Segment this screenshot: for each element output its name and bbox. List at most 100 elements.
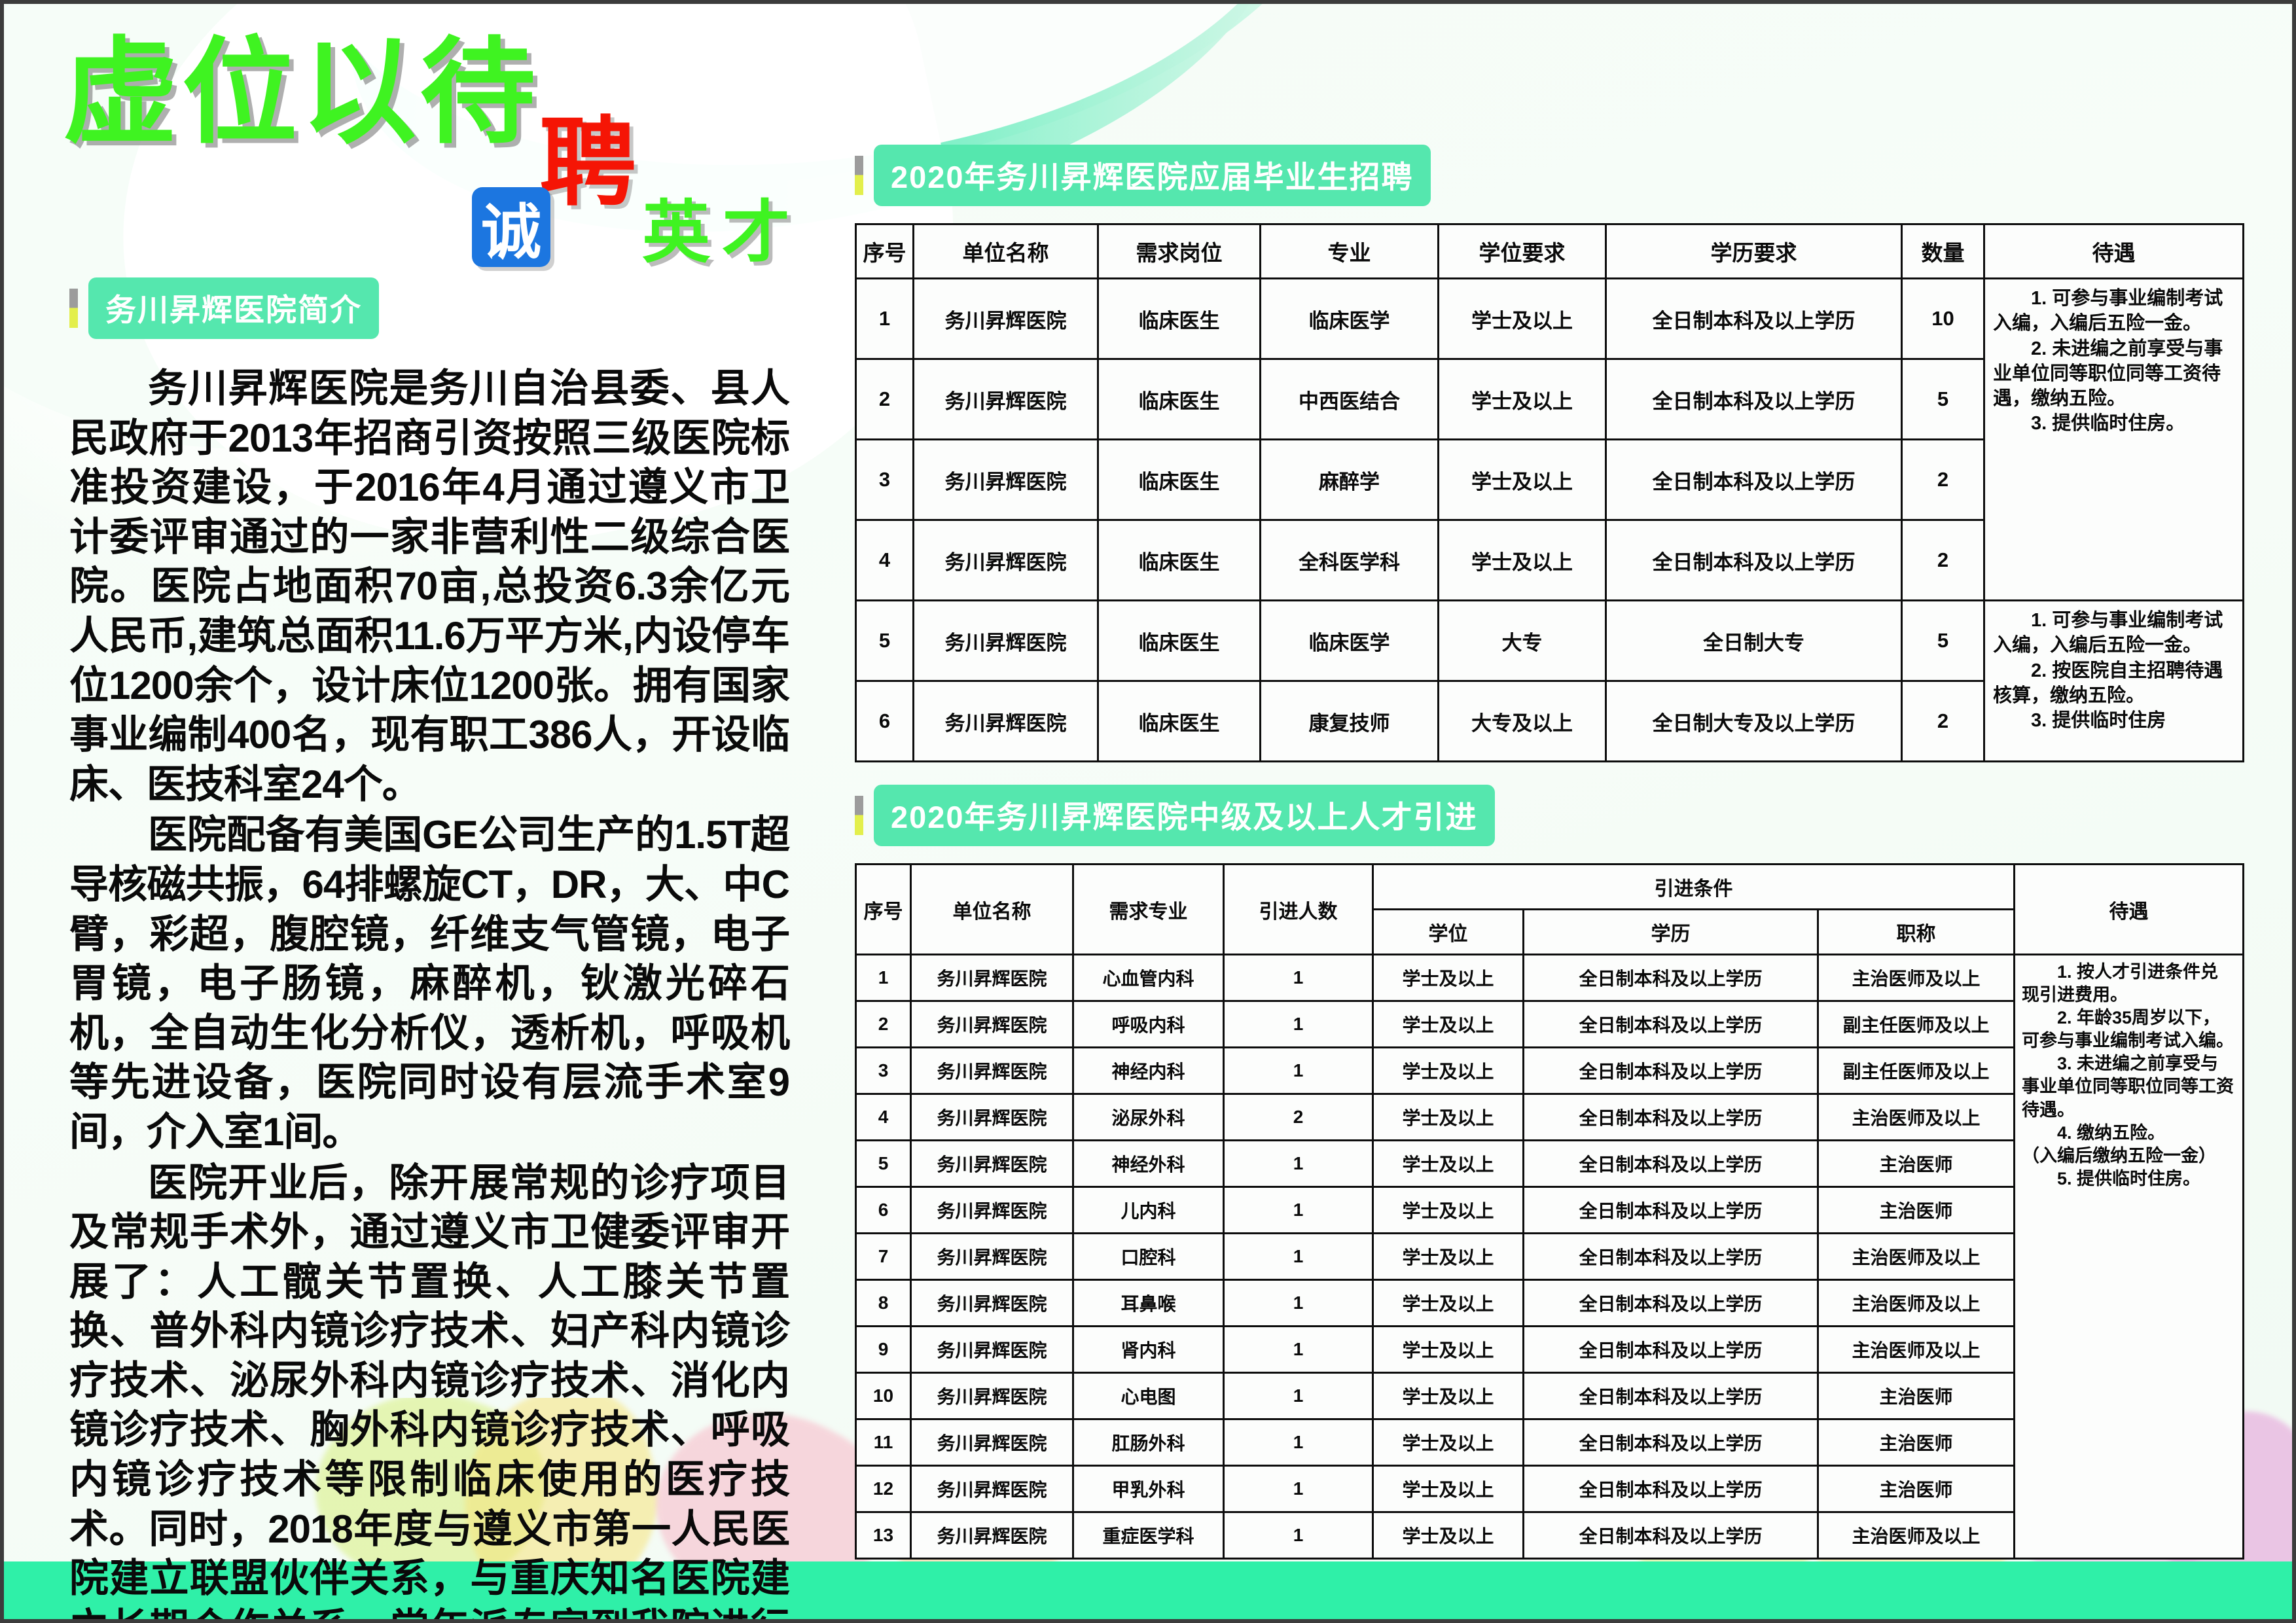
intro-paragraph: 医院开业后，除开展常规的诊疗项目及常规手术外，通过遵义市卫健委评审开展了：人工髋… bbox=[69, 1160, 790, 1620]
talent-introduction-table: 序号 单位名称 需求专业 引进人数 引进条件 待遇 学位 学历 职称 bbox=[855, 863, 2244, 1560]
cell-unit: 务川昇辉医院 bbox=[910, 1139, 1074, 1188]
table-row: 2 务川昇辉医院 临床医生 中西医结合 学士及以上 全日制本科及以上学历 5 bbox=[855, 358, 2244, 440]
cell-quantity: 1 bbox=[1223, 1000, 1374, 1048]
cell-post: 临床医生 bbox=[1097, 680, 1261, 762]
cell-unit: 务川昇辉医院 bbox=[910, 1325, 1074, 1374]
cell-degree: 学士及以上 bbox=[1372, 954, 1524, 1002]
cell-no: 3 bbox=[855, 1046, 912, 1095]
table-row: 6 务川昇辉医院 儿内科 1 学士及以上 全日制本科及以上学历 主治医师 bbox=[855, 1186, 2244, 1234]
table-row: 4 务川昇辉医院 泌尿外科 2 学士及以上 全日制本科及以上学历 主治医师及以上 bbox=[855, 1093, 2244, 1141]
table-row: 5 务川昇辉医院 临床医生 临床医学 大专 全日制大专 5 1. 可参与事业编制… bbox=[855, 599, 2244, 762]
table-row: 1 务川昇辉医院 临床医生 临床医学 学士及以上 全日制本科及以上学历 10 1… bbox=[855, 277, 2244, 601]
cell-education: 全日制本科及以上学历 bbox=[1605, 358, 1903, 440]
table2-tag-label: 2020年务川昇辉医院中级及以上人才引进 bbox=[874, 785, 1495, 846]
cell-education: 全日制本科及以上学历 bbox=[1522, 1372, 1819, 1420]
section-accent-bar bbox=[69, 289, 78, 328]
table-row: 4 务川昇辉医院 临床医生 全科医学科 学士及以上 全日制本科及以上学历 2 bbox=[855, 519, 2244, 601]
th-degree: 学位要求 bbox=[1437, 223, 1607, 279]
table-row: 8 务川昇辉医院 耳鼻喉 1 学士及以上 全日制本科及以上学历 主治医师及以上 bbox=[855, 1279, 2244, 1327]
cell-quantity: 1 bbox=[1223, 1418, 1374, 1467]
cell-major: 心电图 bbox=[1072, 1372, 1225, 1420]
table-row: 11 务川昇辉医院 肛肠外科 1 学士及以上 全日制本科及以上学历 主治医师 bbox=[855, 1418, 2244, 1467]
cell-no: 1 bbox=[855, 277, 914, 360]
cell-major: 甲乳外科 bbox=[1072, 1465, 1225, 1513]
cell-no: 11 bbox=[855, 1418, 912, 1467]
cell-no: 1 bbox=[855, 954, 912, 1002]
cell-no: 4 bbox=[855, 519, 914, 601]
cell-unit: 务川昇辉医院 bbox=[910, 1232, 1074, 1281]
intro-paragraph: 务川昇辉医院是务川自治县委、县人民政府于2013年招商引资按照三级医院标准投资建… bbox=[69, 366, 790, 806]
cell-unit: 务川昇辉医院 bbox=[910, 1046, 1074, 1095]
cell-degree: 学士及以上 bbox=[1372, 1418, 1524, 1467]
cell-no: 13 bbox=[855, 1511, 912, 1560]
cell-title: 主治医师及以上 bbox=[1817, 1325, 2015, 1374]
cell-major: 康复技师 bbox=[1259, 680, 1439, 762]
bottom-accent-bar bbox=[4, 1561, 2292, 1619]
th-major: 需求专业 bbox=[1072, 863, 1225, 955]
cell-quantity: 1 bbox=[1223, 1279, 1374, 1327]
intro-tag-label: 务川昇辉医院简介 bbox=[88, 277, 379, 339]
cell-degree: 学士及以上 bbox=[1372, 1139, 1524, 1188]
th-education: 学历 bbox=[1522, 908, 1819, 955]
intro-body-text: 务川昇辉医院是务川自治县委、县人民政府于2013年招商引资按照三级医院标准投资建… bbox=[69, 364, 790, 1620]
table2-section-tag: 2020年务川昇辉医院中级及以上人才引进 bbox=[855, 785, 1495, 846]
th-education: 学历要求 bbox=[1605, 223, 1903, 279]
cell-quantity: 1 bbox=[1223, 1232, 1374, 1281]
cell-degree: 学士及以上 bbox=[1372, 1186, 1524, 1234]
cell-no: 12 bbox=[855, 1465, 912, 1513]
cell-unit: 务川昇辉医院 bbox=[910, 1093, 1074, 1141]
th-post: 需求岗位 bbox=[1097, 223, 1261, 279]
cell-title: 主治医师及以上 bbox=[1817, 1232, 2015, 1281]
cell-degree: 学士及以上 bbox=[1372, 1093, 1524, 1141]
cell-major: 全科医学科 bbox=[1259, 519, 1439, 601]
benefit-line: 5. 提供临时住房。 bbox=[2057, 1168, 2201, 1188]
benefit-line: 3. 未进编之前享受与事业单位同等职位同等工资待遇。 bbox=[2022, 1054, 2234, 1120]
cell-education: 全日制大专及以上学历 bbox=[1605, 680, 1903, 762]
cell-quantity: 1 bbox=[1223, 1325, 1374, 1374]
cell-degree: 学士及以上 bbox=[1437, 277, 1607, 360]
cell-education: 全日制本科及以上学历 bbox=[1522, 1186, 1819, 1234]
cell-title: 主治医师 bbox=[1817, 1139, 2015, 1188]
cell-major: 临床医学 bbox=[1259, 599, 1439, 682]
cell-title: 主治医师及以上 bbox=[1817, 1511, 2015, 1560]
cell-education: 全日制本科及以上学历 bbox=[1522, 1418, 1819, 1467]
th-quantity: 引进人数 bbox=[1223, 863, 1374, 955]
table-row: 9 务川昇辉医院 肾内科 1 学士及以上 全日制本科及以上学历 主治医师及以上 bbox=[855, 1325, 2244, 1374]
table1-header-row: 序号 单位名称 需求岗位 专业 学位要求 学历要求 数量 待遇 bbox=[855, 223, 2244, 279]
cell-degree: 学士及以上 bbox=[1437, 358, 1607, 440]
cell-quantity: 1 bbox=[1223, 1372, 1374, 1420]
benefit-line: 1. 可参与事业编制考试入编，入编后五险一金。 bbox=[1993, 288, 2223, 334]
cell-major: 肾内科 bbox=[1072, 1325, 1225, 1374]
cell-degree: 学士及以上 bbox=[1437, 519, 1607, 601]
table-row: 13 务川昇辉医院 重症医学科 1 学士及以上 全日制本科及以上学历 主治医师及… bbox=[855, 1511, 2244, 1560]
cell-title: 主治医师及以上 bbox=[1817, 1093, 2015, 1141]
benefit-line: （入编后缴纳五险一金） bbox=[2022, 1145, 2216, 1166]
cell-unit: 务川昇辉医院 bbox=[912, 680, 1099, 762]
headline-talent-text: 英才 bbox=[642, 195, 802, 271]
cell-degree: 学士及以上 bbox=[1437, 438, 1607, 521]
cell-post: 临床医生 bbox=[1097, 277, 1261, 360]
cell-no: 2 bbox=[855, 1000, 912, 1048]
cell-quantity: 2 bbox=[1901, 438, 1985, 521]
th-degree: 学位 bbox=[1372, 908, 1524, 955]
section-accent-bar bbox=[855, 796, 863, 835]
th-benefit: 待遇 bbox=[1983, 223, 2244, 279]
th-condition-group: 引进条件 bbox=[1372, 863, 2015, 910]
cell-quantity: 1 bbox=[1223, 1465, 1374, 1513]
cell-major: 临床医学 bbox=[1259, 277, 1439, 360]
cell-degree: 学士及以上 bbox=[1372, 1511, 1524, 1560]
cell-quantity: 2 bbox=[1901, 680, 1985, 762]
cell-degree: 学士及以上 bbox=[1372, 1232, 1524, 1281]
table-row: 1 务川昇辉医院 心血管内科 1 学士及以上 全日制本科及以上学历 主治医师及以… bbox=[855, 954, 2244, 1560]
table1-wrapper: 序号 单位名称 需求岗位 专业 学位要求 学历要求 数量 待遇 1 务川昇辉医院 bbox=[855, 223, 2244, 762]
cell-title: 主治医师及以上 bbox=[1817, 954, 2015, 1002]
cell-education: 全日制本科及以上学历 bbox=[1522, 1046, 1819, 1095]
cell-unit: 务川昇辉医院 bbox=[910, 1279, 1074, 1327]
th-benefit: 待遇 bbox=[2013, 863, 2244, 955]
cell-major: 泌尿外科 bbox=[1072, 1093, 1225, 1141]
cell-education: 全日制本科及以上学历 bbox=[1522, 1232, 1819, 1281]
cell-unit: 务川昇辉医院 bbox=[910, 1372, 1074, 1420]
table-row: 2 务川昇辉医院 呼吸内科 1 学士及以上 全日制本科及以上学历 副主任医师及以… bbox=[855, 1000, 2244, 1048]
cell-degree: 学士及以上 bbox=[1372, 1046, 1524, 1095]
cell-unit: 务川昇辉医院 bbox=[912, 438, 1099, 521]
